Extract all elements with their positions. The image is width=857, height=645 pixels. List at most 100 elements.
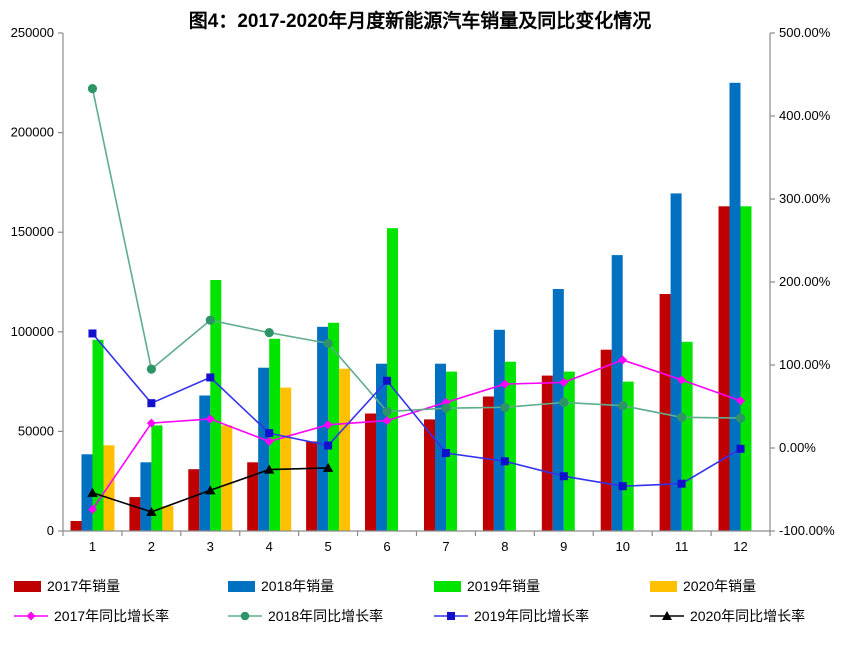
bar (188, 469, 200, 531)
x-axis-tick-label: 11 (675, 539, 689, 554)
growth-line-2018年同比增长率 (87, 84, 746, 423)
left-axis-tick-label: 100000 (11, 324, 54, 339)
legend-marker-2018-growth-circle-icon (228, 609, 262, 623)
legend-item-2018-sales: 2018年销量 (228, 577, 334, 595)
x-axis-tick-label: 2 (148, 539, 155, 554)
x-axis-tick-label: 9 (560, 539, 567, 554)
growth-line-2019年同比增长率 (88, 329, 745, 491)
bar (740, 206, 752, 532)
legend-item-2018-growth: 2018年同比增长率 (228, 607, 383, 625)
legend-item-2020-growth: 2020年同比增长率 (650, 607, 805, 625)
x-axis-tick-label: 1 (89, 539, 96, 554)
bar (247, 462, 259, 531)
bar (81, 454, 93, 531)
bar (129, 497, 141, 531)
bar (446, 371, 457, 531)
bar (306, 441, 318, 531)
x-axis-tick-label: 5 (325, 539, 332, 554)
bar (317, 326, 329, 531)
x-axis-tick-label: 3 (207, 539, 214, 554)
bar (103, 445, 115, 531)
bar (376, 363, 387, 531)
legend-label: 2017年销量 (47, 578, 121, 594)
left-axis-tick-label: 50000 (18, 423, 54, 438)
bar (670, 193, 682, 531)
right-axis-tick-label: 0.00% (779, 440, 816, 455)
bar (600, 349, 612, 531)
bar (92, 339, 104, 531)
bar (424, 419, 435, 531)
bar (552, 289, 564, 531)
bar (162, 506, 174, 531)
legend-item-2020-sales: 2020年销量 (650, 577, 756, 595)
bar (729, 82, 741, 532)
left-axis-tick-label: 200000 (11, 125, 54, 140)
bar (365, 413, 376, 531)
legend-swatch-2018-sales (228, 580, 255, 592)
bars-2017年销量 (70, 206, 730, 532)
bar (151, 425, 163, 531)
legend-label: 2019年同比增长率 (474, 608, 590, 624)
bars-2020年销量 (103, 368, 351, 531)
bar (622, 381, 634, 531)
bar (387, 228, 398, 531)
bar (221, 425, 233, 531)
bars-2018年销量 (81, 82, 741, 532)
legend-marker-2020-growth-triangle-icon (650, 609, 684, 623)
legend-label: 2018年同比增长率 (268, 608, 384, 624)
legend-swatch-2019-sales (434, 580, 461, 592)
bar (140, 462, 152, 531)
legend-label: 2020年销量 (683, 578, 757, 594)
x-axis-tick-label: 4 (266, 539, 273, 554)
growth-line-2020年同比增长率 (87, 462, 334, 516)
x-axis-tick-label: 7 (442, 539, 449, 554)
bar (280, 387, 292, 531)
x-axis-tick-label: 12 (733, 539, 747, 554)
bar (199, 395, 211, 531)
bar (541, 375, 553, 531)
legend-swatch-2020-sales (650, 580, 677, 592)
bar (70, 521, 82, 531)
bar (504, 361, 516, 531)
legend-item-2017-growth: 2017年同比增长率 (14, 607, 169, 625)
chart-title: 图4：2017-2020年月度新能源汽车销量及同比变化情况 (188, 11, 652, 32)
bar (563, 371, 575, 531)
right-axis-tick-label: 200.00% (779, 274, 831, 289)
growth-line-2017年同比增长率 (87, 355, 746, 514)
bar (681, 341, 693, 531)
left-axis-tick-label: 250000 (11, 25, 54, 40)
bar (339, 368, 351, 531)
bar (659, 294, 671, 531)
bar (718, 206, 730, 532)
x-axis-tick-label: 6 (383, 539, 390, 554)
bar (328, 322, 340, 531)
legend-marker-2019-growth-square-icon (434, 609, 468, 623)
legend-label: 2017年同比增长率 (54, 608, 170, 624)
x-axis-tick-label: 10 (615, 539, 629, 554)
left-axis-tick-label: 0 (47, 523, 54, 538)
legend-item-2019-sales: 2019年销量 (434, 577, 540, 595)
x-axis-tick-label: 8 (501, 539, 508, 554)
bars-2019年销量 (92, 206, 752, 532)
bar (611, 255, 623, 531)
right-axis-tick-label: 400.00% (779, 108, 831, 123)
bar (493, 329, 505, 531)
bar (258, 367, 270, 531)
legend-item-2017-sales: 2017年销量 (14, 577, 120, 595)
right-axis-tick-label: -100.00% (779, 523, 835, 538)
bar (210, 280, 222, 531)
legend-item-2019-growth: 2019年同比增长率 (434, 607, 589, 625)
right-axis-tick-label: 300.00% (779, 191, 831, 206)
right-axis-tick-label: 500.00% (779, 25, 831, 40)
legend-swatch-2017-sales (14, 580, 41, 592)
left-axis-tick-label: 150000 (11, 224, 54, 239)
legend-marker-2017-growth-diamond-icon (14, 609, 48, 623)
legend-label: 2019年销量 (467, 578, 541, 594)
bar (482, 396, 494, 531)
axes (58, 32, 775, 536)
legend-label: 2018年销量 (261, 578, 335, 594)
right-axis-tick-label: 100.00% (779, 357, 831, 372)
combo-chart-svg: 0 50000 100000 150000 200000 250000 -100.00% 0.… (11, 25, 835, 554)
legend-label: 2020年同比增长率 (690, 608, 806, 624)
